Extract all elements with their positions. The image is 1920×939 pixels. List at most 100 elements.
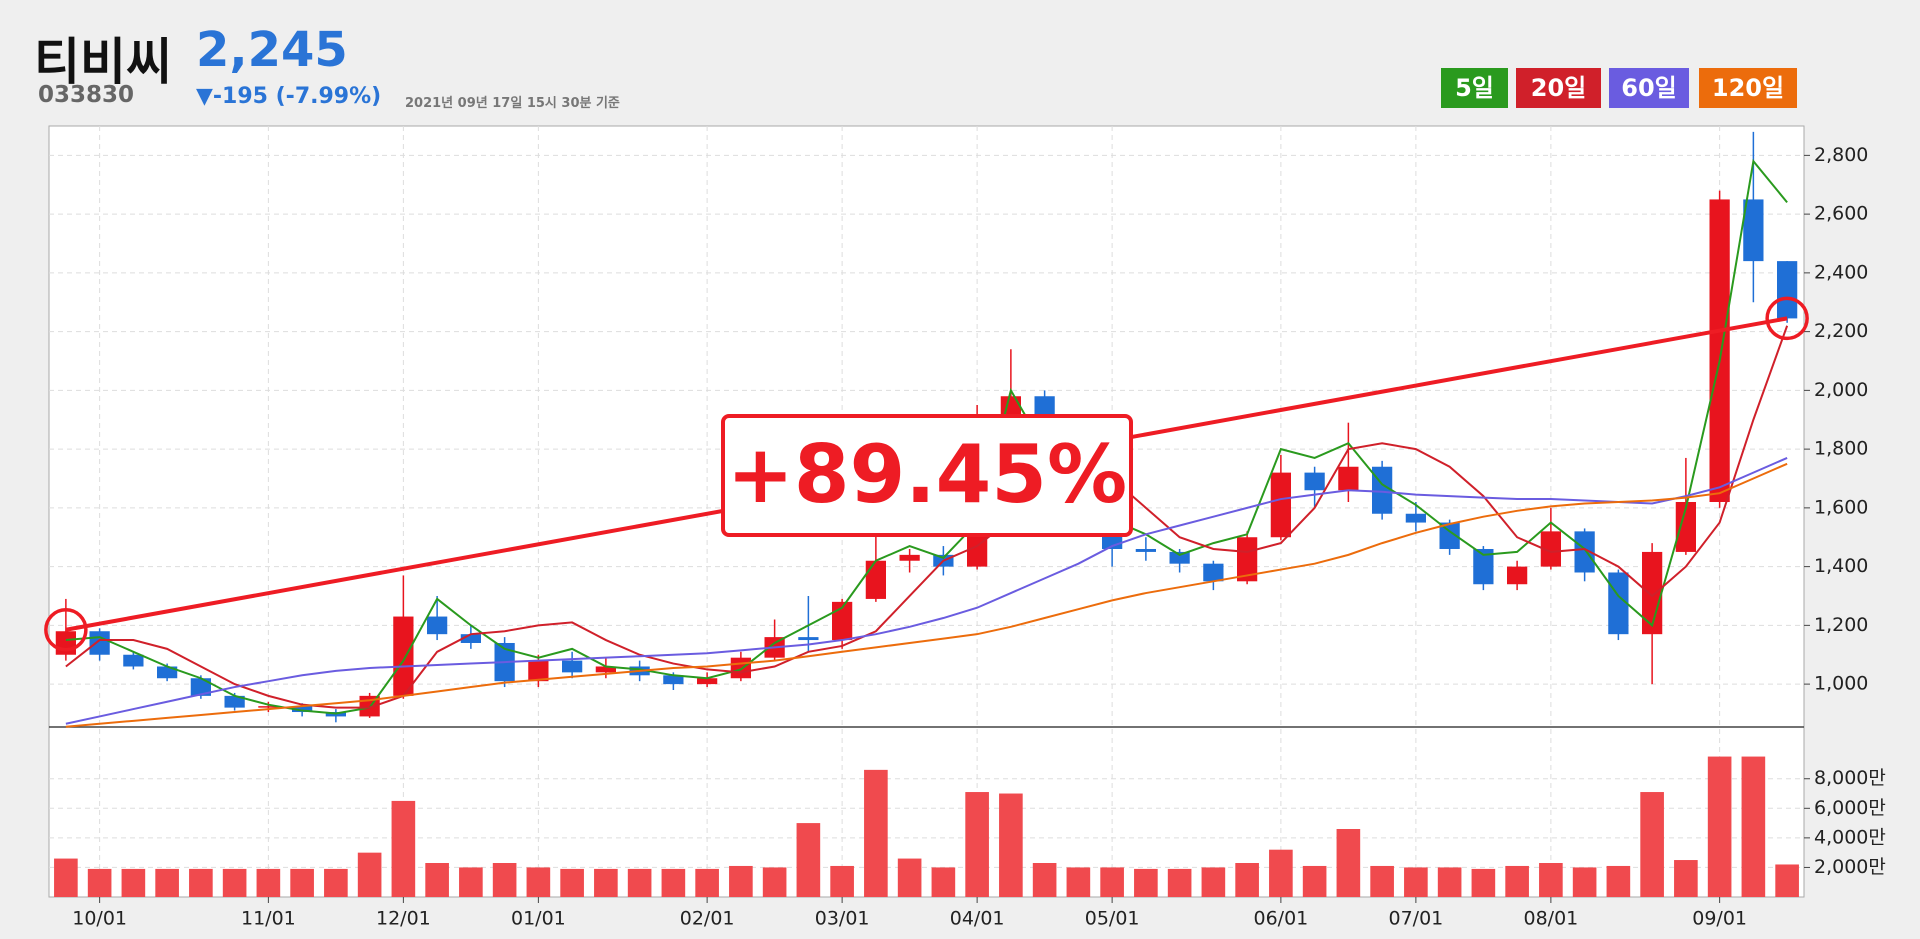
y-tick-label: 2,400: [1814, 261, 1868, 283]
candle-body: [798, 637, 819, 641]
volume-bar: [729, 865, 753, 897]
volume-bar: [864, 769, 888, 897]
candle-body: [595, 666, 616, 673]
stock-name: 티비씨: [34, 33, 172, 91]
y-tick-label: 1,800: [1814, 438, 1868, 460]
legend-swatch: [1441, 68, 1508, 108]
volume-bar: [222, 868, 247, 897]
candle-body: [1507, 566, 1528, 585]
volume-bar: [931, 867, 956, 897]
x-tick-label: 12/01: [376, 908, 431, 930]
candle-body: [1135, 548, 1156, 552]
y-tick-label: 1,000: [1814, 673, 1868, 695]
y-tick-label: 6,000만: [1814, 797, 1886, 819]
candle-body: [1777, 261, 1798, 319]
volume-bar: [1404, 867, 1428, 897]
volume-bar: [897, 858, 922, 897]
x-tick-label: 02/01: [680, 908, 735, 930]
volume-bar: [1066, 867, 1091, 897]
volume-bar: [830, 865, 854, 897]
x-tick-label: 09/01: [1692, 908, 1747, 930]
volume-bar: [189, 868, 213, 897]
volume-bar: [627, 868, 652, 897]
volume-bar: [999, 793, 1023, 897]
volume-bar: [695, 868, 719, 897]
legend-label: 5일: [1455, 74, 1494, 102]
volume-bar: [1707, 756, 1732, 897]
volume-bar: [762, 867, 787, 897]
volume-bar: [492, 863, 517, 897]
volume-bar: [256, 868, 281, 897]
candle-body: [1237, 537, 1258, 582]
legend-swatch: [1516, 68, 1601, 108]
legend-button[interactable]: 5일: [1441, 68, 1508, 108]
candle-body: [1675, 501, 1696, 552]
volume-bar: [661, 868, 686, 897]
y-tick-label: 2,000: [1814, 379, 1868, 401]
candle-body: [1169, 551, 1190, 564]
volume-bar: [1539, 863, 1563, 897]
volume-bar: [1437, 867, 1462, 897]
x-tick-label: 05/01: [1085, 908, 1140, 930]
volume-bar: [594, 868, 618, 897]
volume-bar: [1100, 867, 1124, 897]
volume-bar: [1269, 849, 1293, 897]
candle-body: [157, 666, 178, 679]
volume-bar: [1674, 860, 1698, 897]
volume-bar: [54, 858, 78, 897]
volume-bar: [965, 792, 989, 897]
annotation-box: [721, 414, 1133, 537]
volume-bar: [155, 868, 179, 897]
candle-body: [1743, 199, 1764, 262]
candle-body: [1540, 531, 1561, 567]
volume-bar: [1370, 865, 1394, 897]
legend-button[interactable]: 60일: [1609, 68, 1689, 108]
volume-bar: [1775, 864, 1799, 897]
stock-code: 033830: [38, 82, 135, 108]
volume-bar: [1640, 792, 1664, 897]
x-tick-label: 06/01: [1253, 908, 1308, 930]
legend-button[interactable]: 20일: [1516, 68, 1601, 108]
x-tick-label: 08/01: [1523, 908, 1578, 930]
candle-body: [1338, 466, 1359, 491]
candle-body: [730, 657, 751, 679]
candle-body: [562, 660, 583, 673]
y-tick-label: 2,800: [1814, 144, 1868, 166]
y-tick-label: 1,600: [1814, 496, 1868, 518]
candle-body: [123, 654, 144, 667]
volume-bar: [290, 868, 314, 897]
volume-bar: [1471, 868, 1496, 897]
volume-bar: [425, 863, 449, 897]
candle-body: [258, 706, 279, 708]
volume-bar: [526, 867, 551, 897]
volume-bar: [1302, 865, 1327, 897]
candle-body: [89, 631, 110, 655]
volume-bar: [1201, 867, 1226, 897]
candle-body: [1574, 531, 1595, 573]
legend-swatch: [1699, 68, 1797, 108]
candle-body: [393, 616, 414, 696]
x-tick-label: 03/01: [815, 908, 870, 930]
stock-price: 2,245: [196, 22, 348, 78]
legend-label: 60일: [1621, 74, 1676, 102]
candle-body: [1405, 513, 1426, 523]
volume-bar: [1167, 868, 1192, 897]
volume-bar: [1572, 867, 1597, 897]
candle-body: [899, 554, 920, 561]
volume-bar: [1741, 756, 1766, 897]
y-tick-label: 4,000만: [1814, 826, 1886, 848]
ma-line: [65, 325, 1789, 709]
legend-label: 120일: [1712, 74, 1784, 102]
volume-bar: [87, 868, 112, 897]
volume-bar: [796, 823, 821, 897]
candle-body: [224, 695, 245, 708]
candle-body: [292, 706, 313, 713]
volume-bar: [560, 868, 584, 897]
candle-body: [1270, 472, 1291, 538]
legend-button[interactable]: 120일: [1699, 68, 1797, 108]
y-tick-label: 2,600: [1814, 203, 1868, 225]
candle-body: [427, 616, 448, 635]
candle-body: [697, 678, 718, 685]
